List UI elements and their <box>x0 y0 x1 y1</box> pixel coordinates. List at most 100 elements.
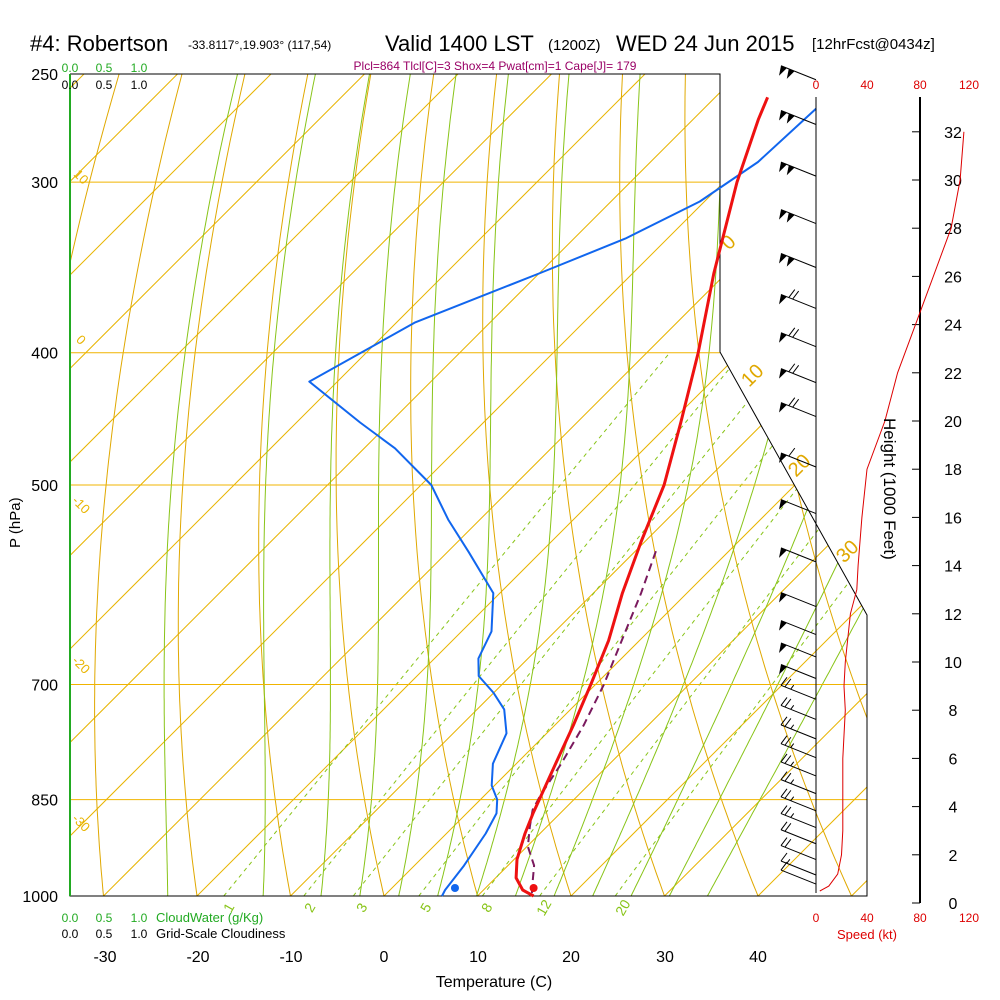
mixing-ratio-line <box>352 352 788 896</box>
wind-barb-pennant <box>779 664 787 675</box>
surface-dewpoint-dot <box>450 884 459 892</box>
wind-barb-staff <box>780 779 817 795</box>
moist-adiabat <box>616 74 867 896</box>
temperature-profile <box>514 96 769 898</box>
wind-barb-pennant <box>779 547 787 558</box>
wind-barb-pennant <box>779 253 787 264</box>
wind-barb-flag <box>788 363 796 373</box>
profiles <box>308 96 817 898</box>
x-axis-label: Temperature (C) <box>436 974 552 991</box>
wind-barb-half <box>790 743 795 748</box>
wind-speed-profile <box>819 131 965 892</box>
wind-barb-staff <box>780 829 817 845</box>
moist-adiabat <box>261 74 321 896</box>
wind-barb-flag <box>784 755 792 764</box>
speed-tick-bottom: 0 <box>813 911 820 925</box>
dry-adiabat <box>258 74 314 896</box>
wind-barb-pennant <box>786 113 795 124</box>
temp-tick-label: 20 <box>562 949 580 966</box>
wind-barb-staff <box>780 869 817 885</box>
wind-barb-staff <box>780 724 817 740</box>
wind-barb-half <box>790 684 795 690</box>
isotherm-label: -20 <box>69 653 93 677</box>
wind-barb-pennant <box>779 368 787 379</box>
wind-barb-flag <box>784 838 792 848</box>
chart-title-station: #4: Robertson <box>30 31 168 56</box>
isotherm-line <box>477 74 867 896</box>
wind-barb-pennant <box>779 592 787 603</box>
height-tick-label: 16 <box>944 510 962 527</box>
moist-adiabat <box>653 74 867 896</box>
wind-barb-flag <box>788 327 796 337</box>
wind-barb-pennant <box>779 332 787 343</box>
mixing-ratio-label: 8 <box>478 900 496 915</box>
wind-barb-pennant <box>779 65 787 76</box>
pressure-tick-label: 250 <box>31 67 58 84</box>
mixing-ratio-label: 12 <box>533 897 555 919</box>
wind-barb-flag <box>780 697 788 706</box>
wind-barb-flag <box>784 823 792 832</box>
speed-tick-top: 80 <box>913 78 927 92</box>
mixing-ratio-label: 20 <box>612 897 634 919</box>
wind-barb-flag <box>784 790 792 799</box>
mixing-ratio-label: 3 <box>353 900 371 915</box>
wind-barb-half <box>790 724 795 730</box>
wind-barb-staff <box>780 402 817 417</box>
height-tick-label: 32 <box>944 125 962 142</box>
wind-barb-half <box>790 796 795 802</box>
wind-barb-pennant <box>779 162 787 173</box>
wind-barb-staff <box>780 620 817 636</box>
wind-barb-flag <box>792 398 800 408</box>
wind-barb-pennant <box>779 620 787 631</box>
surface-temperature-dot <box>529 884 538 892</box>
pressure-tick-label: 700 <box>31 678 58 695</box>
wind-barb-half <box>790 705 795 710</box>
pressure-tick-label: 300 <box>31 175 58 192</box>
dry-adiabat <box>747 74 867 896</box>
height-tick-label: 18 <box>944 462 962 479</box>
wind-barb-flag <box>788 447 796 457</box>
wind-barb-pennant <box>779 110 787 121</box>
temp-tick-label: 10 <box>469 949 487 966</box>
height-tick-label: 0 <box>949 896 958 913</box>
speed-tick-top: 0 <box>813 78 820 92</box>
wind-barb-flag <box>780 852 788 862</box>
wind-barb-half <box>790 813 795 818</box>
stability-indices: Plcl=864 Tlcl[C]=3 Shox=4 Pwat[cm]=1 Cap… <box>354 59 637 73</box>
cloudwater-tick-bottom: 0.0 <box>62 911 79 925</box>
isotherm-label: -30 <box>69 811 93 835</box>
cloudwater-label: CloudWater (g/Kg) <box>156 910 263 925</box>
moist-adiabat <box>317 74 375 896</box>
wind-barbs <box>779 65 817 885</box>
speed-tick-top: 40 <box>860 78 874 92</box>
moist-adiabat <box>579 74 824 896</box>
wind-barb-flag <box>784 772 792 782</box>
chart-title-zulu: (1200Z) <box>548 37 601 54</box>
wind-barb-half <box>786 859 791 864</box>
cloudiness-tick-bottom: 0.5 <box>96 927 113 941</box>
wind-barb-staff <box>780 642 817 658</box>
chart-title-coords: -33.8117°,19.903° (117,54) <box>188 38 331 52</box>
wind-barb-pennant <box>779 209 787 220</box>
pressure-tick-label: 850 <box>31 793 58 810</box>
moist-adiabat <box>392 74 461 896</box>
wind-barb-staff <box>780 253 817 268</box>
wind-barb-flag <box>788 397 796 406</box>
isobars <box>70 73 867 897</box>
wind-barb-half <box>790 761 795 767</box>
wind-barb-staff <box>780 704 817 720</box>
wind-barb-pennant <box>779 642 787 653</box>
height-tick-label: 24 <box>944 318 962 335</box>
moist-adiabat <box>429 74 512 896</box>
parcel-profile <box>526 546 659 894</box>
wind-barb-flag <box>780 735 788 744</box>
height-tick-label: 6 <box>949 751 958 768</box>
moist-adiabat <box>466 74 572 896</box>
cloudiness-tick-top: 1.0 <box>131 78 148 92</box>
wind-barb-flag <box>780 821 788 831</box>
wind-barb-flag <box>780 837 788 846</box>
wind-barb-staff <box>780 592 817 608</box>
wind-barb-pennant <box>779 453 787 464</box>
cloudiness-tick-bottom: 0.0 <box>62 927 79 941</box>
